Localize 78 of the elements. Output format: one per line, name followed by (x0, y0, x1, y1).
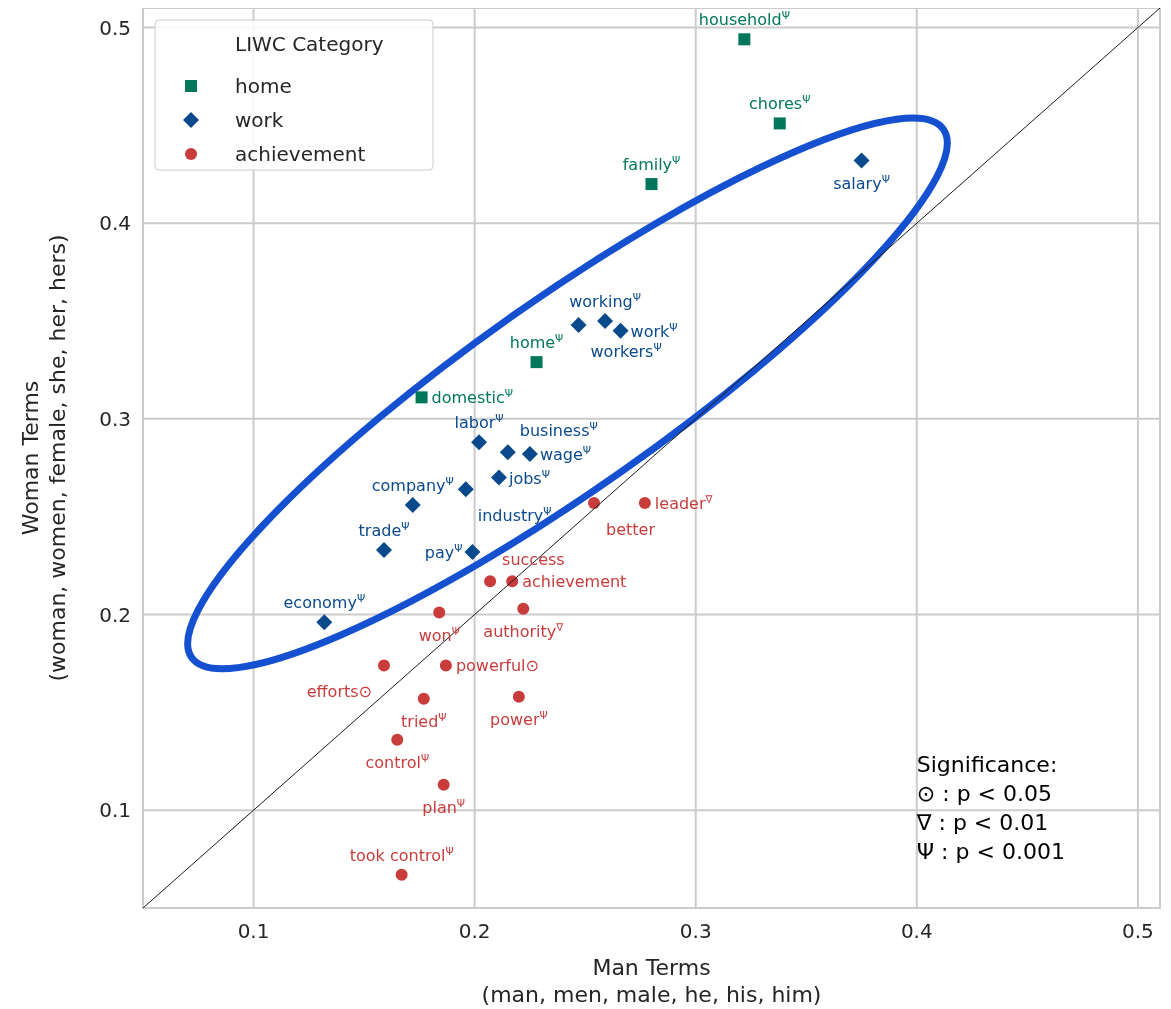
legend-label: work (235, 108, 284, 132)
y-tick-label: 0.5 (99, 15, 131, 40)
x-tick-label: 0.1 (237, 919, 270, 943)
point (404, 496, 421, 513)
annotation: work$^{Ψ}$ (630, 320, 678, 341)
annotation: efforts⊙ (306, 682, 372, 702)
annotation: control$^{Ψ}$ (365, 751, 430, 772)
annotation: power$^{Ψ}$ (490, 708, 548, 729)
annotation: powerful⊙ (455, 656, 539, 676)
point (490, 469, 507, 486)
y-tick-label: 0.4 (99, 211, 131, 236)
y-tick-label: 0.1 (99, 798, 131, 823)
annotation: chores$^{Ψ}$ (749, 93, 811, 114)
annotation: ∇ : p < 0.01 (915, 810, 1049, 836)
annotation: wage$^{Ψ}$ (539, 444, 591, 465)
annotation: labor$^{Ψ}$ (454, 412, 504, 433)
annotation: Significance: (916, 752, 1058, 778)
point (433, 606, 446, 619)
point (437, 778, 450, 791)
legend-title: LIWC Category (235, 32, 384, 56)
annotation: family$^{Ψ}$ (622, 154, 681, 175)
point (612, 322, 629, 339)
point (316, 614, 333, 631)
annotation: pay$^{Ψ}$ (424, 541, 463, 562)
point (457, 481, 474, 498)
annotation: household$^{Ψ}$ (698, 9, 790, 30)
annotation: workers$^{Ψ}$ (590, 340, 662, 361)
point (530, 356, 543, 369)
point (391, 733, 404, 746)
point (417, 692, 430, 705)
annotation: leader$^{∇}$ (654, 493, 713, 513)
annotation: Ψ : p < 0.001 (916, 839, 1065, 865)
point (645, 178, 658, 191)
x-tick-label: 0.3 (679, 919, 712, 943)
annotation: economy$^{Ψ}$ (283, 592, 366, 613)
annotation: business$^{Ψ}$ (519, 420, 598, 441)
y-axis-title: Woman Terms (woman, women, female, she, her, hers) (18, 234, 70, 682)
point (439, 659, 452, 672)
annotation: achievement (522, 572, 627, 592)
point (512, 690, 525, 703)
point (499, 444, 516, 461)
point (484, 575, 497, 588)
point (570, 316, 587, 333)
point (738, 33, 751, 46)
point (853, 152, 870, 169)
annotation: home$^{Ψ}$ (509, 332, 564, 353)
point (517, 602, 530, 615)
annotation: working$^{Ψ}$ (569, 291, 641, 312)
annotation: authority$^{∇}$ (483, 620, 564, 641)
y-tick-label: 0.3 (99, 406, 131, 431)
point (395, 868, 408, 881)
point (375, 541, 392, 558)
x-tick-label: 0.4 (900, 919, 933, 943)
annotation: ⊙ : p < 0.05 (916, 781, 1053, 807)
annotation: jobs$^{Ψ}$ (507, 467, 550, 488)
point (597, 313, 614, 330)
x-axis-title: Man Terms (man, men, male, he, his, him) (481, 955, 822, 1007)
point (415, 391, 428, 404)
annotation: better (606, 520, 656, 539)
point (471, 434, 488, 451)
x-tick-label: 0.2 (458, 919, 491, 943)
legend-label: home (235, 74, 292, 98)
point (638, 497, 651, 509)
point (464, 543, 481, 560)
annotation: trade$^{Ψ}$ (358, 519, 410, 540)
annotation: tried$^{Ψ}$ (401, 710, 447, 731)
annotation: industry$^{Ψ}$ (477, 505, 552, 526)
annotation: company$^{Ψ}$ (371, 474, 454, 495)
annotation: salary$^{Ψ}$ (833, 172, 890, 193)
annotation: domestic$^{Ψ}$ (431, 387, 513, 408)
legend-label: achievement (235, 142, 366, 166)
point (521, 446, 538, 463)
annotation: took control$^{Ψ}$ (349, 844, 454, 865)
point (773, 117, 786, 130)
point (377, 659, 390, 672)
annotation: plan$^{Ψ}$ (422, 796, 466, 817)
x-tick-label: 0.5 (1121, 919, 1154, 943)
y-tick-label: 0.2 (99, 602, 131, 627)
